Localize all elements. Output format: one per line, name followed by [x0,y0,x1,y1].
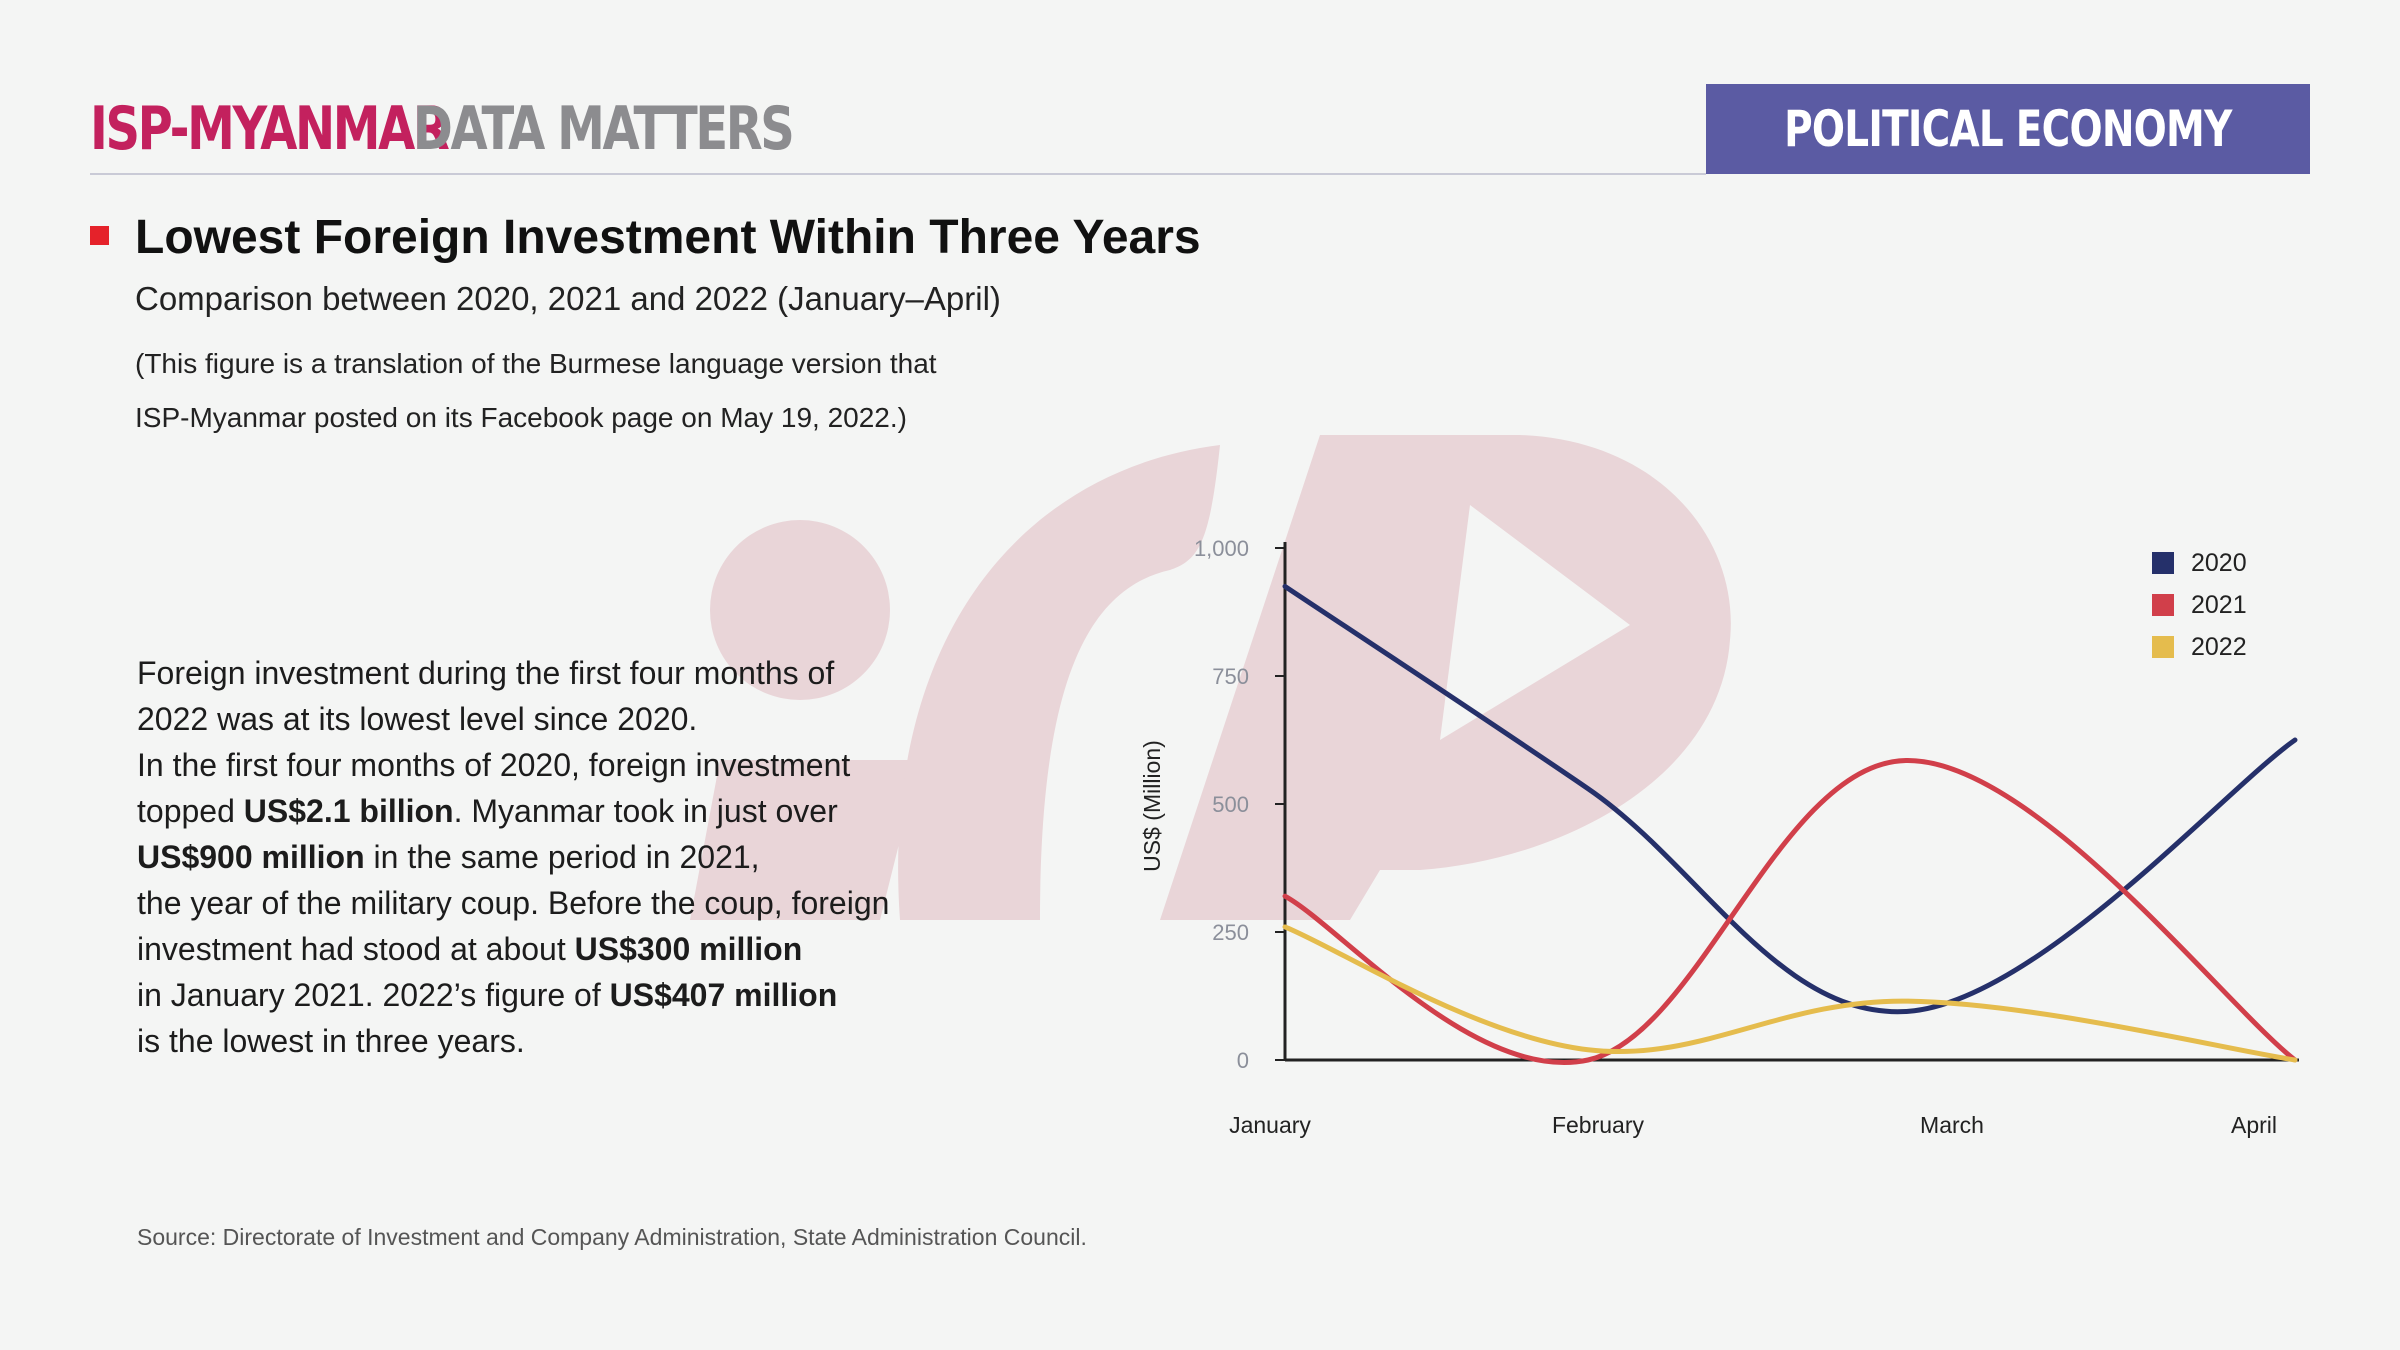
x-tick-label: February [1552,1112,1645,1138]
paragraph-text: investment had stood at about [137,931,575,967]
y-axis-title: US$ (Million) [1139,740,1165,872]
legend-label-2022: 2022 [2191,633,2247,661]
highlight-jan-2021: US$300 million [574,931,803,967]
paragraph-line: US$900 million in the same period in 202… [137,834,957,880]
x-tick-label: April [2231,1112,2277,1138]
page-title: Lowest Foreign Investment Within Three Y… [135,211,1201,264]
highlight-2022-total: US$407 million [609,977,838,1013]
legend-swatch-2020 [2152,552,2174,574]
series-line-2020 [1282,583,2298,1015]
series-line-2021 [1282,757,2298,1065]
summary-paragraph: Foreign investment during the first four… [137,650,957,1064]
title-bullet-marker [90,226,109,245]
paragraph-text: . Myanmar took in just over [453,793,838,829]
paragraph-text: in the same period in 2021, [364,839,760,875]
category-label: POLITICAL ECONOMY [1784,100,2232,158]
legend-swatch-2021 [2152,594,2174,616]
header-divider [90,173,1706,175]
brand-primary: ISP-MYANMAR [90,94,450,164]
legend-label-2021: 2021 [2191,591,2247,619]
paragraph-line: Foreign investment during the first four… [137,655,835,691]
source-note: Source: Directorate of Investment and Co… [137,1224,1087,1250]
note-line: ISP-Myanmar posted on its Facebook page … [135,402,907,433]
y-tick-label: 0 [1237,1048,1249,1073]
paragraph-line: in January 2021. 2022’s figure of US$407… [137,972,957,1018]
brand-secondary: DATA MATTERS [413,94,795,164]
category-badge: POLITICAL ECONOMY [1706,84,2310,174]
y-tick-label: 1,000 [1194,536,1249,561]
y-tick-label: 750 [1212,664,1249,689]
paragraph-line: is the lowest in three years. [137,1023,525,1059]
legend-swatch-2022 [2152,636,2174,658]
paragraph-line: investment had stood at about US$300 mil… [137,926,957,972]
translation-note: (This figure is a translation of the Bur… [135,337,937,445]
paragraph-line: the year of the military coup. Before th… [137,885,890,921]
paragraph-line: 2022 was at its lowest level since 2020. [137,701,698,737]
paragraph-text: in January 2021. 2022’s figure of [137,977,610,1013]
legend-label-2020: 2020 [2191,549,2247,577]
highlight-2021-total: US$900 million [137,839,365,875]
page-subtitle: Comparison between 2020, 2021 and 2022 (… [135,280,1001,317]
paragraph-line: topped US$2.1 billion. Myanmar took in j… [137,788,957,834]
paragraph-text: topped [137,793,244,829]
y-tick-label: 250 [1212,920,1249,945]
note-line: (This figure is a translation of the Bur… [135,348,937,379]
y-tick-label: 500 [1212,792,1249,817]
paragraph-line: In the first four months of 2020, foreig… [137,747,851,783]
x-tick-label: January [1229,1112,1311,1138]
x-tick-label: March [1920,1112,1984,1138]
series-line-2022 [1282,924,2298,1063]
highlight-2020-total: US$2.1 billion [243,793,454,829]
